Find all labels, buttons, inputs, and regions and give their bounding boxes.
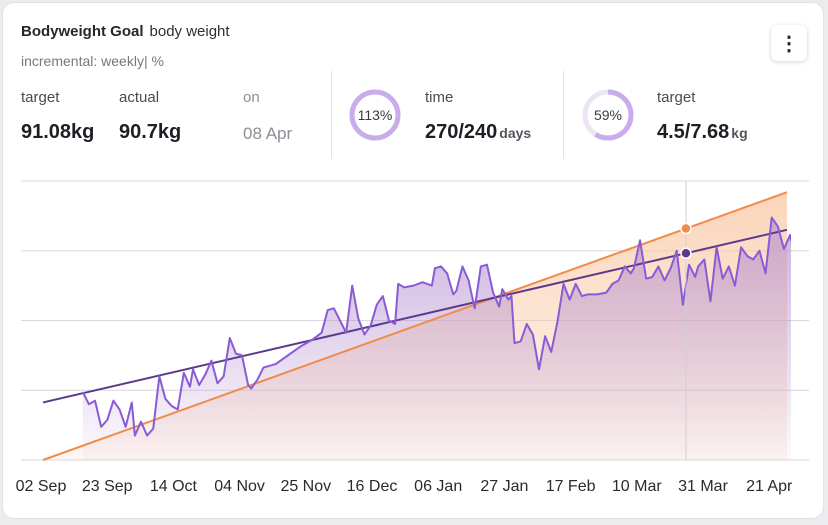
x-tick-label: 17 Feb [546, 478, 596, 495]
more-menu-button[interactable]: ⋮ [771, 25, 807, 61]
actual-area [82, 217, 791, 460]
chart-areas [43, 192, 791, 460]
goal-card: Bodyweight Goal body weight incremental: … [2, 2, 824, 519]
progress-chart[interactable]: 02 Sep 23 Sep 14 Oct 04 Nov 25 Nov 16 Dec 06 J… [3, 3, 824, 519]
divider [331, 71, 332, 159]
x-tick-label: 23 Sep [82, 478, 133, 495]
target-line [42, 191, 788, 461]
target2-label: target [657, 89, 696, 106]
target2-value: 4.5/7.68 [657, 121, 730, 143]
x-tick-label: 04 Nov [214, 478, 265, 495]
target-value: 91.08kg [21, 121, 95, 143]
target-percent: 59% [593, 107, 623, 123]
time-value-row: 270/240 days [425, 121, 531, 144]
x-tick-label: 06 Jan [414, 478, 462, 495]
time-label: time [425, 89, 454, 106]
target-progress-ring [582, 89, 634, 141]
chart-lines [42, 191, 791, 461]
goal-mode: incremental: weekly| % [21, 53, 164, 69]
goal-subtitle: body weight [149, 23, 230, 40]
trend-line [42, 228, 788, 404]
x-tick-label: 25 Nov [280, 478, 331, 495]
x-tick-label: 16 Dec [347, 478, 398, 495]
actual-line [81, 216, 791, 437]
x-tick-label: 21 Apr [746, 478, 793, 495]
divider [563, 71, 564, 159]
x-axis: 02 Sep 23 Sep 14 Oct 04 Nov 25 Nov 16 Dec 06 J… [16, 478, 793, 495]
chart-marker [680, 181, 692, 460]
target2-unit: kg [731, 125, 748, 141]
on-label: on [243, 89, 260, 106]
more-vertical-icon: ⋮ [779, 32, 799, 55]
time-progress-ring [349, 89, 401, 141]
time-value: 270/240 [425, 121, 498, 143]
actual-label: actual [119, 89, 160, 106]
x-tick-label: 02 Sep [16, 478, 67, 495]
time-unit: days [499, 125, 532, 141]
goal-title: Bodyweight Goal body weight [21, 23, 230, 40]
target-label: target [21, 89, 60, 106]
x-tick-label: 31 Mar [678, 478, 728, 495]
x-tick-label: 14 Oct [150, 478, 198, 495]
goal-title-text: Bodyweight Goal [21, 23, 144, 40]
target-marker-dot[interactable] [680, 222, 692, 235]
target2-value-row: 4.5/7.68 kg [657, 121, 748, 144]
x-tick-label: 27 Jan [480, 478, 528, 495]
time-percent: 113% [357, 107, 393, 123]
actual-value: 90.7kg [119, 121, 182, 143]
on-value: 08 Apr [243, 124, 293, 143]
x-tick-label: 10 Mar [612, 478, 662, 495]
trend-marker-dot[interactable] [680, 247, 692, 260]
